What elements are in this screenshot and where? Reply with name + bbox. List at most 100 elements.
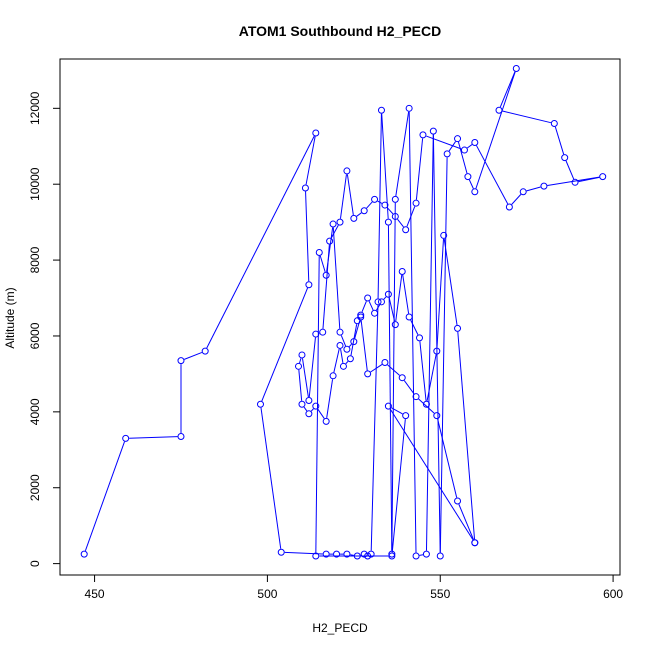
x-tick-label: 550 (430, 587, 450, 601)
data-point (599, 173, 607, 181)
data-point (336, 341, 344, 349)
series-segment (395, 111, 410, 196)
series-segment (302, 358, 309, 398)
data-point (384, 290, 392, 298)
series-segment (370, 364, 383, 373)
data-point (471, 188, 479, 196)
data-point (371, 195, 379, 203)
series-points (80, 64, 607, 560)
data-point (322, 550, 330, 558)
data-point (374, 298, 382, 306)
series-segment (391, 407, 403, 415)
data-point (312, 552, 320, 560)
data-point (540, 182, 548, 190)
data-point (388, 552, 396, 560)
data-point (377, 298, 385, 306)
series-segment (315, 255, 320, 553)
series-segment (457, 141, 468, 174)
data-point (398, 374, 406, 382)
data-point (343, 345, 351, 353)
data-point (305, 396, 313, 404)
series-segment (383, 296, 387, 300)
series-segment (391, 202, 396, 551)
data-point (353, 552, 361, 560)
x-tick-label: 600 (603, 587, 623, 601)
series-segment (387, 364, 400, 376)
series-segment (332, 227, 341, 329)
data-point (343, 167, 351, 175)
data-point (495, 106, 503, 114)
data-point (312, 402, 320, 410)
data-point (353, 317, 361, 325)
data-point (339, 362, 347, 370)
series-segment (418, 398, 435, 414)
data-point (519, 188, 527, 196)
data-point (346, 355, 354, 363)
series-segment (356, 212, 362, 217)
series-segment (326, 379, 334, 418)
series-segment (476, 145, 509, 205)
data-point (405, 104, 413, 112)
data-point (322, 417, 330, 425)
data-point (256, 400, 264, 408)
data-point (405, 313, 413, 321)
series-segment (547, 176, 600, 187)
y-tick-label: 10000 (28, 167, 42, 201)
series-segment (395, 274, 403, 322)
series-segment (368, 301, 374, 311)
data-point (512, 64, 520, 72)
data-point (460, 146, 468, 154)
series-segment (511, 194, 522, 205)
data-point (277, 548, 285, 556)
series-segment (388, 297, 396, 322)
series-segment (502, 110, 552, 124)
data-point (333, 550, 341, 558)
series-segment (499, 71, 516, 108)
data-point (80, 550, 88, 558)
series-segment (389, 408, 474, 541)
series-segment (426, 135, 462, 150)
series-segment (425, 134, 434, 551)
data-point (412, 393, 420, 401)
series-segment (299, 358, 302, 364)
data-point (177, 433, 185, 441)
data-point (326, 237, 334, 245)
series-segment (419, 341, 427, 401)
series-segment (340, 348, 344, 363)
series-segment (426, 354, 437, 401)
data-point (343, 550, 351, 558)
series-segment (361, 301, 367, 313)
series-lines (84, 71, 600, 557)
data-point (464, 173, 472, 181)
data-point (561, 154, 569, 162)
series-segment (439, 157, 448, 553)
data-point (301, 184, 309, 192)
y-tick-label: 12000 (28, 91, 42, 125)
data-point (436, 552, 444, 560)
series-segment (391, 419, 406, 553)
series-segment (261, 287, 309, 402)
series-segment (448, 141, 456, 152)
data-point (412, 552, 420, 560)
y-tick-label: 6000 (28, 322, 42, 349)
data-point (416, 334, 424, 342)
data-point (201, 347, 209, 355)
series-segment (260, 407, 282, 549)
series-segment (375, 304, 381, 311)
x-tick-label: 500 (257, 587, 277, 601)
data-point (312, 129, 320, 137)
series-segment (475, 71, 516, 189)
data-point (454, 324, 462, 332)
series-segment (565, 160, 575, 180)
series-segment (370, 305, 379, 551)
series-segment (317, 408, 325, 419)
chart-title: ATOM1 Southbound H2_PECD (239, 23, 441, 39)
data-point (364, 294, 372, 302)
series-segment (402, 274, 410, 314)
y-tick-label: 0 (28, 560, 42, 567)
data-point (440, 231, 448, 239)
series-segment (381, 113, 389, 219)
series-segment (330, 224, 339, 239)
data-point (315, 249, 323, 256)
